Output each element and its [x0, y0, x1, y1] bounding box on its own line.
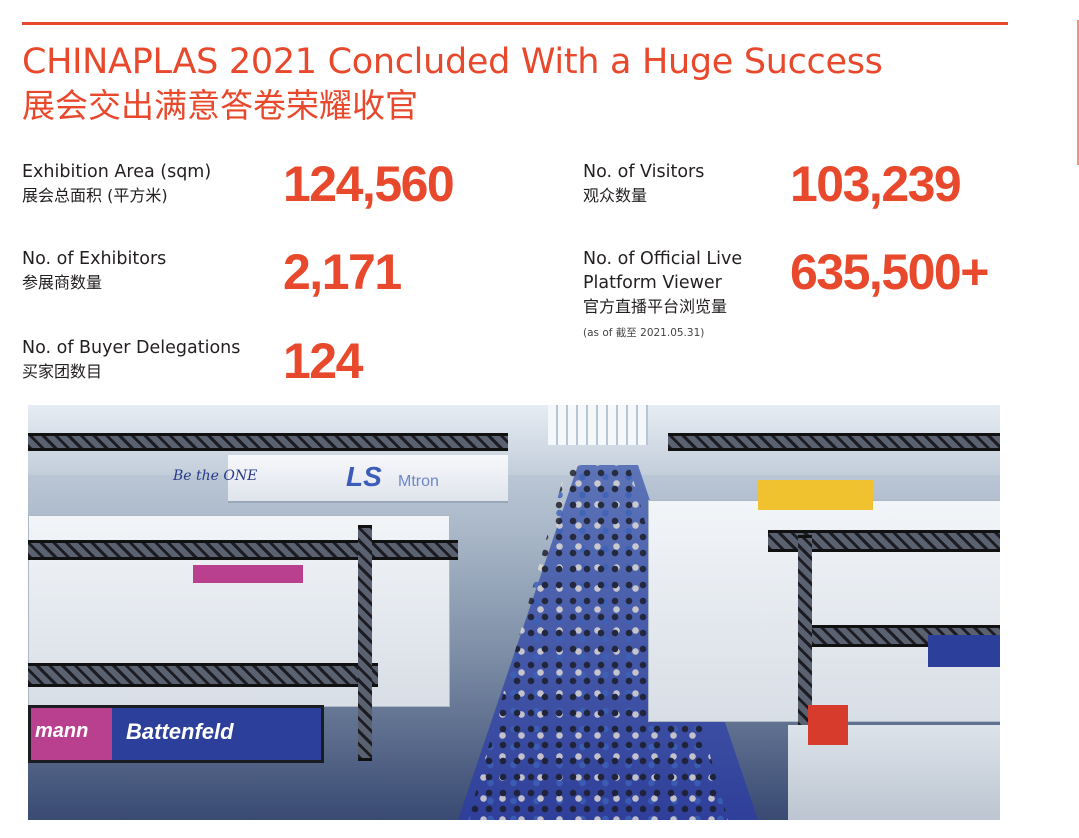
- stat-value-buyer-delegations: 124: [283, 333, 363, 389]
- stat-value-live-viewers: 635,500+: [790, 244, 989, 300]
- sign-be-the-one: Be the ONE: [173, 468, 258, 484]
- sign-ls: LS: [346, 461, 382, 492]
- booth-sign-blue: [928, 635, 1000, 667]
- stat-value-exhibitors: 2,171: [283, 244, 402, 300]
- exhibition-hall-photo: Be the ONE LS Mtron mann Battenfeld: [28, 405, 1000, 820]
- stat-label-en: Exhibition Area (sqm): [22, 162, 212, 182]
- sign-mtron: Mtron: [398, 473, 439, 490]
- booth-banner-battenfeld: mann Battenfeld: [28, 705, 324, 763]
- banner-text-mann: mann: [35, 720, 89, 742]
- stat-label-en-line1: No. of Official Live: [583, 249, 743, 269]
- stat-label-cn: 展会总面积 (平方米): [22, 186, 168, 205]
- stat-label-cn: 买家团数目: [22, 362, 103, 381]
- stat-label-visitors: No. of Visitors 观众数量: [583, 160, 704, 208]
- stat-value-exhibition-area: 124,560: [283, 156, 455, 212]
- stat-label-exhibition-area: Exhibition Area (sqm) 展会总面积 (平方米): [22, 160, 211, 208]
- side-divider: [1077, 20, 1079, 165]
- stat-label-buyer-delegations: No. of Buyer Delegations 买家团数目: [22, 336, 240, 384]
- truss-mid-right: [768, 530, 1000, 552]
- truss-top-left: [28, 433, 508, 451]
- stat-note-date: (as of 截至 2021.05.31): [583, 327, 705, 339]
- hall-window: [548, 405, 648, 445]
- stat-label-live-viewers: No. of Official Live Platform Viewer 官方直…: [583, 247, 742, 341]
- stat-label-en: No. of Visitors: [583, 162, 705, 182]
- top-divider: [22, 22, 1008, 25]
- truss-post-left: [358, 525, 372, 761]
- stat-label-cn: 官方直播平台浏览量: [583, 297, 728, 316]
- banner-text-battenfeld: Battenfeld: [126, 719, 234, 744]
- booth-red-stand: [808, 705, 848, 745]
- stat-label-en: No. of Buyer Delegations: [22, 338, 241, 358]
- truss-low-left: [28, 663, 378, 687]
- stat-label-en-line2: Platform Viewer: [583, 273, 722, 293]
- booth-banner-magenta: [193, 565, 303, 583]
- page-title-chinese: 展会交出满意答卷荣耀收官: [22, 86, 418, 125]
- stat-value-visitors: 103,239: [790, 156, 962, 212]
- truss-top-right: [668, 433, 1000, 451]
- stat-label-en: No. of Exhibitors: [22, 249, 167, 269]
- stat-label-cn: 观众数量: [583, 186, 648, 205]
- page-title: CHINAPLAS 2021 Concluded With a Huge Suc…: [22, 42, 883, 82]
- booth-sign-yellow: [758, 480, 873, 510]
- stat-label-cn: 参展商数量: [22, 273, 103, 292]
- truss-mid-left: [28, 540, 458, 560]
- stat-label-exhibitors: No. of Exhibitors 参展商数量: [22, 247, 166, 295]
- booth-sign-ls-mtron: Be the ONE LS Mtron: [173, 455, 508, 503]
